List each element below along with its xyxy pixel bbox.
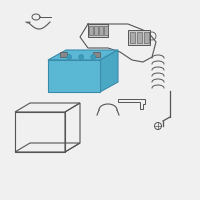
Polygon shape (60, 52, 67, 57)
Polygon shape (48, 60, 100, 92)
Circle shape (67, 54, 72, 60)
Bar (89, 26, 93, 35)
Polygon shape (100, 50, 118, 92)
Bar (88, 24, 108, 37)
Bar (99, 26, 103, 35)
Circle shape (91, 54, 96, 60)
Bar (128, 30, 150, 45)
Circle shape (79, 54, 84, 60)
Bar (137, 32, 142, 43)
Bar (94, 26, 98, 35)
Bar (104, 26, 108, 35)
Bar (130, 32, 135, 43)
Polygon shape (48, 50, 118, 60)
Polygon shape (93, 52, 100, 57)
Bar (144, 32, 149, 43)
